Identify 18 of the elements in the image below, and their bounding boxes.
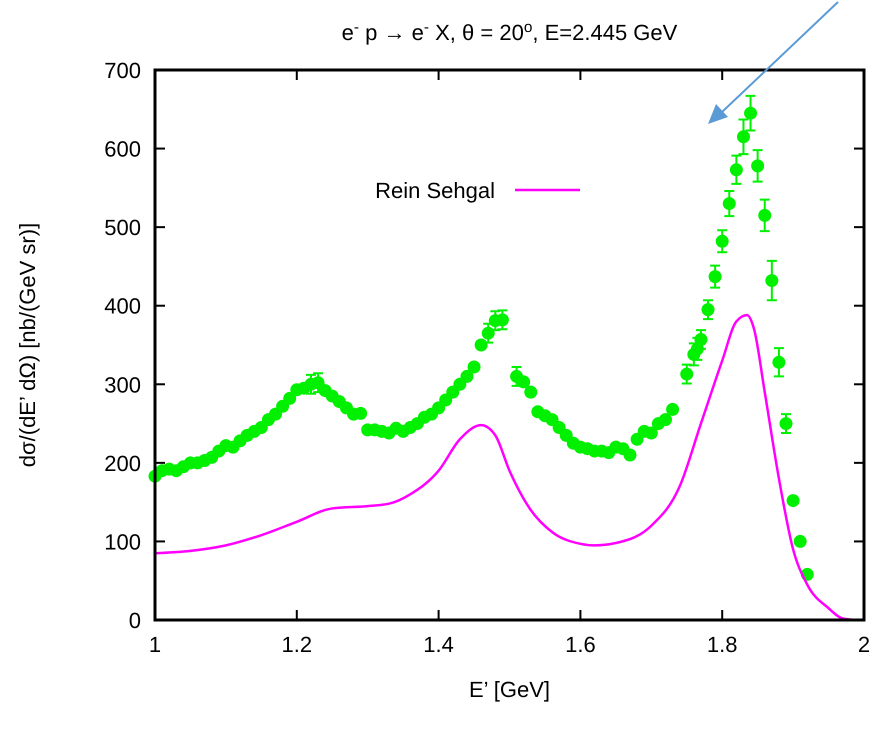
y-tick-label: 200 [104,450,141,476]
x-tick-label: 2 [858,632,870,657]
y-tick-label: 600 [104,136,141,162]
y-tick-label: 400 [104,294,141,319]
y-tick-label: 500 [104,215,141,240]
chart-title: e$^{-}$ p → e$^{-}$ X, θ = 20$^{o}$, E=2.445 GeV [342,18,678,45]
x-tick-label: 1.6 [565,632,596,657]
x-tick-label: 1.2 [282,632,312,657]
legend-label: Rein Sehgal [375,178,495,203]
x-tick-label: 1.8 [706,632,738,657]
x-tick-label: 1 [148,632,162,657]
y-axis-title: dσ/(dE’ dΩ) [nb/(GeV sr)] [15,222,40,468]
y-tick-label: 300 [104,372,141,398]
y-tick-label: 700 [104,58,141,83]
y-tick-label: 100 [104,529,141,554]
x-tick-label: 1.4 [423,632,454,657]
y-tick-label: 0 [128,608,141,633]
x-axis-title: E’ [GeV] [468,677,550,702]
